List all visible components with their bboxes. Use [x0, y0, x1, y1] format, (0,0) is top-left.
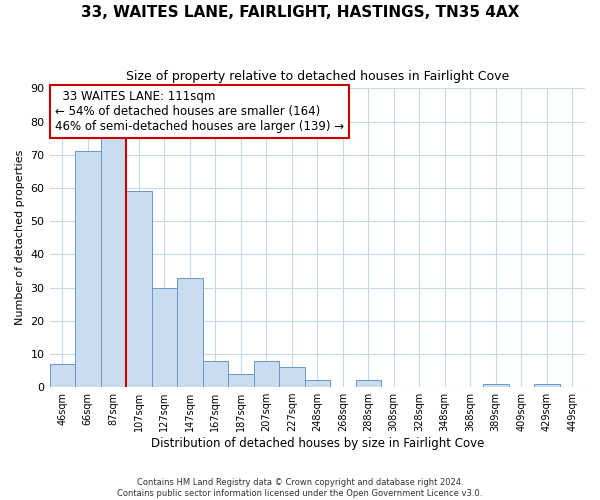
Bar: [279, 367, 305, 387]
Bar: [305, 380, 330, 387]
Bar: [177, 278, 203, 387]
Bar: [356, 380, 381, 387]
Bar: [126, 191, 152, 387]
Bar: [152, 288, 177, 387]
Bar: [483, 384, 509, 387]
Text: 33 WAITES LANE: 111sqm
← 54% of detached houses are smaller (164)
46% of semi-de: 33 WAITES LANE: 111sqm ← 54% of detached…: [55, 90, 344, 133]
Bar: [534, 384, 560, 387]
X-axis label: Distribution of detached houses by size in Fairlight Cove: Distribution of detached houses by size …: [151, 437, 484, 450]
Bar: [75, 152, 101, 387]
Bar: [101, 138, 126, 387]
Bar: [203, 360, 228, 387]
Bar: [50, 364, 75, 387]
Title: Size of property relative to detached houses in Fairlight Cove: Size of property relative to detached ho…: [125, 70, 509, 83]
Text: 33, WAITES LANE, FAIRLIGHT, HASTINGS, TN35 4AX: 33, WAITES LANE, FAIRLIGHT, HASTINGS, TN…: [81, 5, 519, 20]
Text: Contains HM Land Registry data © Crown copyright and database right 2024.
Contai: Contains HM Land Registry data © Crown c…: [118, 478, 482, 498]
Bar: [254, 360, 279, 387]
Y-axis label: Number of detached properties: Number of detached properties: [15, 150, 25, 326]
Bar: [228, 374, 254, 387]
